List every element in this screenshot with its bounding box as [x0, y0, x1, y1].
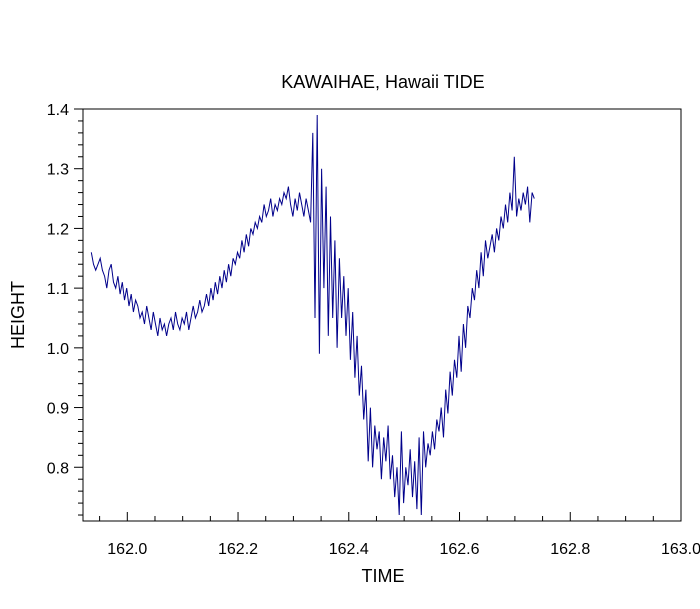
x-tick-label: 162.0 — [107, 541, 147, 558]
x-tick-label: 163.0 — [661, 541, 700, 558]
x-tick-label: 162.8 — [550, 541, 590, 558]
y-axis: 0.8 0.9 1.0 1.1 1.2 1.3 1.4 — [47, 102, 83, 516]
tide-height-line — [90, 114, 535, 516]
x-tick-label: 162.2 — [218, 541, 258, 558]
y-tick-label: 1.3 — [47, 162, 69, 179]
x-tick-label: 162.6 — [439, 541, 479, 558]
x-tick-label: 162.4 — [329, 541, 369, 558]
chart-title: KAWAIHAE, Hawaii TIDE — [281, 72, 484, 92]
y-axis-label: HEIGHT — [8, 281, 28, 349]
plot-frame — [82, 108, 682, 522]
y-tick-label: 1.1 — [47, 281, 69, 298]
x-axis-label: TIME — [362, 566, 405, 586]
y-tick-label: 1.0 — [47, 341, 69, 358]
y-tick-label: 0.9 — [47, 401, 69, 418]
y-tick-label: 0.8 — [47, 460, 69, 477]
x-axis: 162.0 162.2 162.4 162.6 162.8 163.0 — [99, 512, 700, 558]
y-tick-label: 1.2 — [47, 221, 69, 238]
y-tick-label: 1.4 — [47, 102, 69, 119]
